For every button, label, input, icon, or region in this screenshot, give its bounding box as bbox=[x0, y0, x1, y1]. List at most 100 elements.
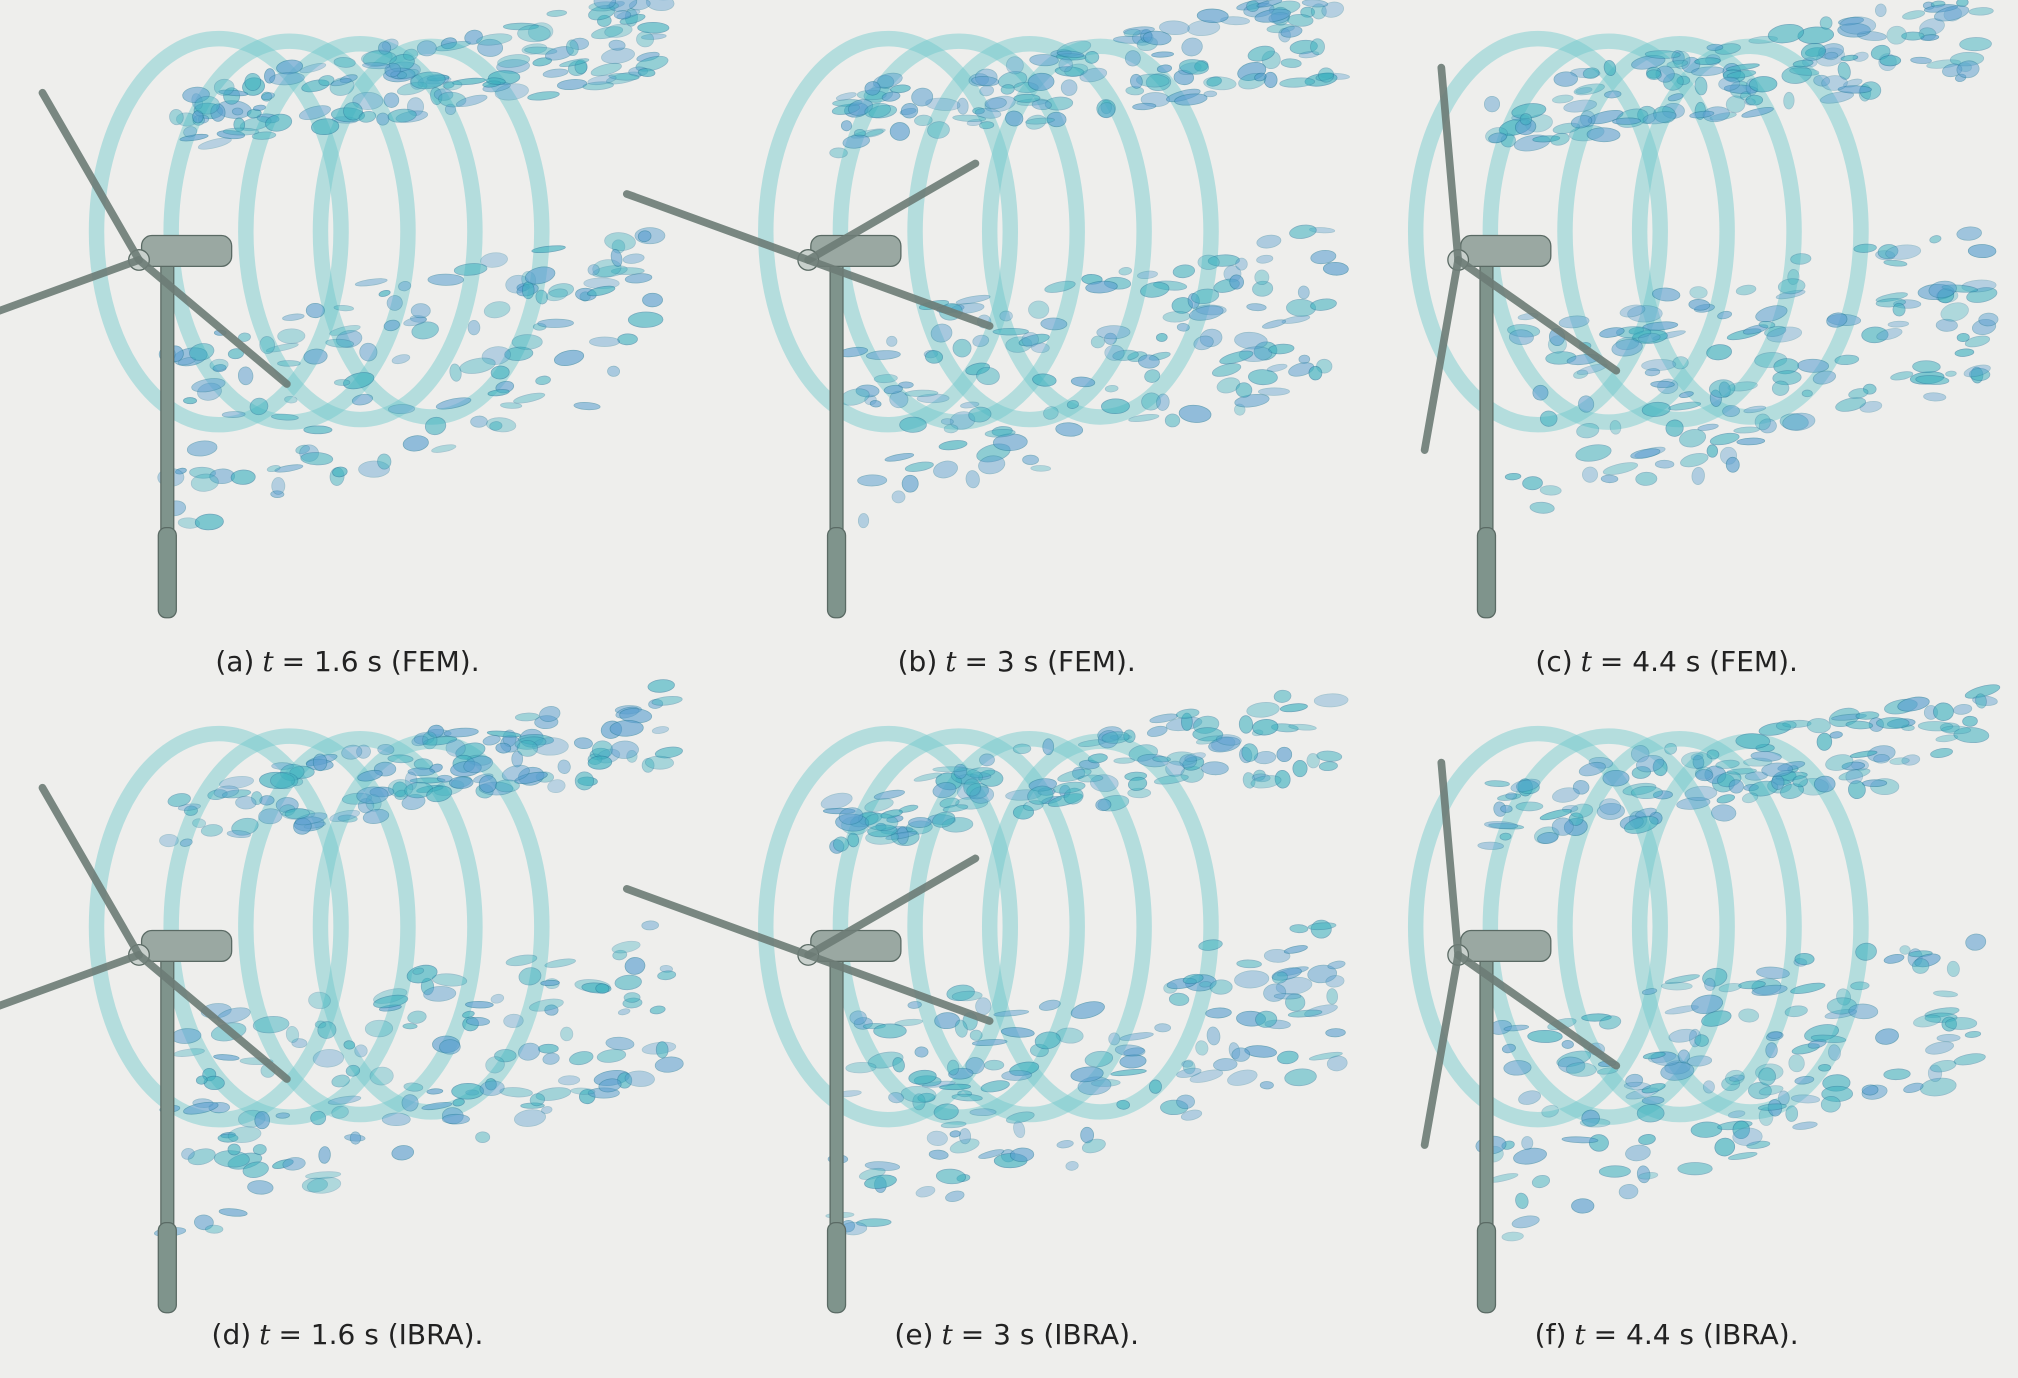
vortex-blob bbox=[890, 122, 910, 140]
vortex-blob bbox=[846, 1062, 877, 1074]
vortex-blob bbox=[560, 1027, 573, 1041]
blade bbox=[1425, 955, 1459, 1145]
vortex-blob bbox=[318, 1146, 330, 1163]
vortex-blob bbox=[1707, 445, 1718, 458]
vortex-blob bbox=[332, 466, 348, 478]
vortex-blob bbox=[486, 417, 517, 433]
vortex-blob bbox=[596, 984, 610, 994]
vortex-blob bbox=[1327, 960, 1346, 970]
tower bbox=[161, 257, 174, 553]
vortex-blob bbox=[970, 1030, 982, 1040]
vortex-blob bbox=[1298, 286, 1310, 299]
vortex-blob bbox=[195, 513, 224, 530]
vortex-blob bbox=[1234, 970, 1269, 989]
vortex-blob bbox=[282, 313, 304, 322]
vortex-blob bbox=[231, 470, 256, 485]
vortex-blob bbox=[1840, 17, 1876, 34]
vortex-blob bbox=[1522, 1136, 1533, 1149]
vortex-blob bbox=[1913, 1013, 1942, 1029]
vortex-blob bbox=[842, 134, 870, 150]
vortex-blob bbox=[900, 417, 927, 432]
blade bbox=[0, 260, 139, 326]
vortex-blob bbox=[1056, 1139, 1073, 1148]
vortex-blob bbox=[609, 40, 626, 51]
vortex-blob bbox=[1289, 223, 1318, 240]
vortex-blob bbox=[1059, 58, 1073, 72]
vortex-blob bbox=[1502, 1232, 1524, 1242]
vortex-blob bbox=[1205, 1007, 1231, 1018]
vortex-blob bbox=[522, 282, 534, 299]
vortex-blob bbox=[1599, 1166, 1630, 1178]
vortex-blob bbox=[1575, 442, 1613, 463]
vortex-blob bbox=[1540, 411, 1557, 427]
vortex-blob bbox=[205, 1225, 223, 1233]
figure bbox=[0, 0, 2018, 1378]
vortex-blob bbox=[1637, 1104, 1664, 1122]
vortex-blob bbox=[1619, 1184, 1639, 1200]
caption-label: (c) bbox=[1535, 645, 1572, 678]
vortex-blob bbox=[589, 337, 619, 347]
vortex-blob bbox=[235, 796, 256, 809]
vortex-blob bbox=[186, 439, 217, 457]
vortex-blob bbox=[984, 1060, 1004, 1070]
vortex-blob bbox=[1105, 345, 1125, 361]
blade bbox=[0, 955, 139, 1021]
vortex-blob bbox=[228, 1144, 240, 1155]
vortex-blob bbox=[306, 303, 324, 317]
vortex-blob bbox=[1203, 76, 1236, 91]
vortex-blob bbox=[1199, 981, 1211, 987]
vortex-blob bbox=[1884, 1068, 1911, 1080]
vortex-blob bbox=[915, 1185, 936, 1199]
vortex-blob bbox=[1734, 426, 1760, 434]
vortex-blob bbox=[227, 1125, 262, 1144]
vortex-blob bbox=[936, 1168, 966, 1184]
caption-symbol: t bbox=[259, 1318, 270, 1351]
vortex-blob bbox=[647, 679, 675, 694]
vortex-blob bbox=[313, 754, 327, 771]
vortex-blob bbox=[1060, 79, 1078, 97]
vortex-blob bbox=[411, 304, 430, 318]
vortex-blob bbox=[645, 756, 673, 770]
vortex-blob bbox=[432, 973, 467, 988]
vortex-blob bbox=[607, 366, 620, 377]
vortex-blob bbox=[970, 1109, 996, 1116]
vortex-blob bbox=[1737, 437, 1765, 445]
vortex-blob bbox=[365, 1020, 393, 1037]
vortex-blob bbox=[1678, 1162, 1712, 1174]
vortex-blob bbox=[1953, 1052, 1986, 1067]
vortex-blob bbox=[652, 725, 669, 734]
vortex-blob bbox=[1960, 37, 1992, 51]
vortex-blob bbox=[1293, 760, 1307, 776]
vortex-blob bbox=[334, 379, 350, 385]
vortex-blob bbox=[1327, 988, 1338, 1004]
vortex-blob bbox=[1929, 1058, 1956, 1073]
vortex-blob bbox=[870, 400, 881, 407]
vortex-blob bbox=[1903, 1081, 1924, 1094]
vortex-blob bbox=[1041, 318, 1067, 331]
caption-text: = 1.6 s (IBRA). bbox=[278, 1318, 483, 1351]
vortex-blob bbox=[541, 980, 560, 986]
vortex-blob bbox=[636, 31, 654, 47]
vortex-blob bbox=[1326, 1028, 1346, 1037]
vortex-blob bbox=[1023, 455, 1039, 464]
vortex-blob bbox=[1530, 502, 1555, 515]
tower-base bbox=[828, 528, 846, 618]
vortex-blob bbox=[1043, 739, 1054, 755]
vortex-blob bbox=[1645, 50, 1680, 59]
vortex-blob bbox=[1277, 747, 1292, 762]
vortex-blob bbox=[1566, 1062, 1596, 1076]
vortex-blob bbox=[1722, 405, 1739, 417]
vortex-blob bbox=[1166, 761, 1185, 777]
vortex-blob bbox=[1552, 818, 1574, 836]
vortex-blob bbox=[1962, 716, 1977, 727]
vortex-blob bbox=[449, 776, 473, 789]
tower bbox=[161, 952, 174, 1248]
vortex-blob bbox=[1146, 724, 1168, 738]
vortex-blob bbox=[1256, 234, 1282, 250]
vortex-blob bbox=[944, 1189, 965, 1203]
vortex-blob bbox=[1689, 299, 1711, 311]
vortex-blob bbox=[1601, 475, 1618, 483]
vortex-blob bbox=[1792, 1121, 1817, 1131]
vortex-blob bbox=[939, 439, 968, 451]
vortex-blob bbox=[1013, 744, 1031, 754]
